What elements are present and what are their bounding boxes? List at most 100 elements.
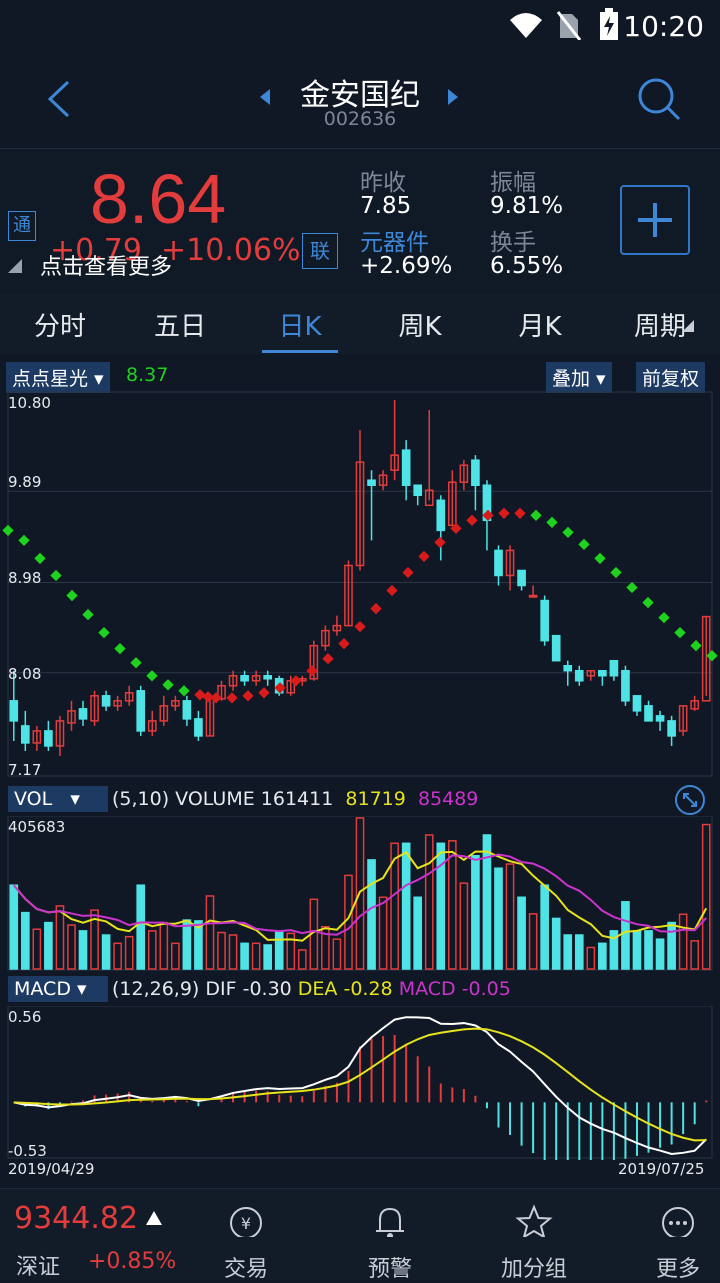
clock: 10:20	[623, 10, 704, 43]
volume-bar	[286, 932, 296, 970]
volume-legend: (5,10) VOLUME 161411 81719 85489	[112, 788, 479, 810]
volume-bar	[401, 842, 411, 970]
date-start: 2019/04/29	[8, 1160, 95, 1178]
volume-bar	[55, 905, 65, 970]
price-tick-4: 8.08	[8, 665, 42, 683]
volume-bar	[436, 842, 446, 970]
prev-close-label: 昨收	[360, 170, 406, 196]
volume-selector[interactable]: VOL ▾	[8, 786, 108, 812]
more-info-hint[interactable]: 点击查看更多	[40, 255, 173, 280]
sar-dot	[290, 675, 302, 687]
volume-bar	[355, 817, 365, 970]
macd-chart[interactable]	[0, 1006, 720, 1160]
sar-dot	[674, 626, 686, 639]
index-change: +0.85%	[88, 1249, 177, 1274]
candle-body	[598, 669, 607, 677]
sar-dot	[2, 524, 14, 537]
nav-add-group[interactable]: 加分组	[484, 1203, 584, 1283]
candle-body	[378, 474, 388, 486]
sector-label[interactable]: 元器件	[360, 230, 429, 256]
candlestick-chart[interactable]	[0, 388, 720, 780]
bell-icon	[376, 1207, 404, 1239]
lian-badge[interactable]: 联	[302, 233, 338, 269]
volume-bar	[159, 921, 169, 970]
quote-panel[interactable]: 8.64 通 +0.79 +10.06% 点击查看更多 联 昨收 7.85 元器…	[0, 148, 720, 291]
candle-body	[632, 695, 642, 712]
volume-bar	[101, 934, 111, 970]
candle-body	[436, 499, 446, 532]
volume-ma5-line	[13, 850, 708, 942]
next-stock-icon[interactable]	[446, 88, 460, 106]
search-icon[interactable]	[636, 76, 682, 122]
volume-bar	[471, 855, 480, 970]
volume-bar	[367, 859, 376, 970]
price-tick-2: 9.89	[8, 473, 42, 491]
candle-body	[136, 690, 146, 732]
date-end: 2019/07/25	[618, 1160, 705, 1178]
sar-dot	[466, 514, 478, 526]
prev-stock-icon[interactable]	[258, 88, 272, 106]
nav-more[interactable]: 更多	[628, 1203, 720, 1283]
overlay-button[interactable]: 叠加 ▾	[546, 362, 612, 393]
tab-five-day[interactable]: 五日	[153, 312, 206, 342]
macd-legend: (12,26,9) DIF -0.30 DEA -0.28 MACD -0.05	[112, 978, 511, 1000]
sar-dot	[114, 643, 126, 655]
volume-bar	[124, 935, 134, 970]
volume-bar	[113, 942, 122, 970]
volume-bar	[78, 930, 88, 970]
candle-body	[171, 700, 180, 707]
back-icon[interactable]	[44, 78, 74, 120]
stock-code: 002636	[323, 108, 397, 130]
volume-bar	[609, 930, 619, 970]
candle-body	[355, 461, 365, 567]
period-tabs: 分时 五日 日K 周K 月K 周期	[0, 294, 720, 354]
candle-body	[124, 692, 134, 702]
tab-period[interactable]: 周期	[633, 312, 686, 342]
amplitude-label: 振幅	[490, 170, 536, 196]
volume-bar	[147, 930, 157, 970]
macd-selector[interactable]: MACD ▾	[8, 976, 108, 1002]
tab-monthly-k[interactable]: 月K	[518, 312, 562, 342]
indicator-selector[interactable]: 点点星光 ▾	[6, 362, 110, 393]
volume-bar	[482, 834, 492, 970]
candle-body	[551, 634, 561, 662]
candle-body	[609, 659, 619, 677]
dea-line	[13, 1027, 707, 1142]
tab-daily-k[interactable]: 日K	[278, 312, 322, 342]
sar-dot	[338, 638, 350, 650]
index-value[interactable]: 9344.82	[14, 1201, 139, 1236]
volume-bar	[136, 884, 146, 970]
volume-bar	[563, 934, 573, 970]
volume-bar	[263, 944, 272, 970]
sar-dot	[578, 538, 590, 551]
add-watchlist-button[interactable]	[620, 185, 690, 255]
sar-dot	[18, 534, 30, 547]
amplitude-value: 9.81%	[490, 193, 564, 219]
volume-bar	[251, 942, 261, 970]
candle-body	[332, 624, 342, 632]
tab-intraday[interactable]: 分时	[33, 312, 86, 342]
tong-badge[interactable]: 通	[8, 211, 36, 241]
yen-exchange-icon: ¥	[230, 1207, 262, 1239]
nav-trade[interactable]: ¥ 交易	[196, 1203, 296, 1283]
volume-bar	[517, 896, 526, 970]
sar-dot	[370, 602, 382, 615]
volume-bar	[586, 946, 596, 970]
volume-bar	[459, 882, 469, 970]
volume-label: VOL	[14, 788, 53, 810]
expand-icon[interactable]	[674, 784, 706, 816]
volume-chart[interactable]	[0, 816, 720, 972]
sar-dot	[274, 682, 286, 694]
adjust-button[interactable]: 前复权	[636, 362, 706, 393]
candle-body	[263, 675, 272, 680]
candle-body	[505, 549, 515, 577]
tab-weekly-k[interactable]: 周K	[398, 312, 442, 342]
volume-bar	[667, 921, 676, 970]
nav-alert[interactable]: 预警	[340, 1203, 440, 1283]
sar-dot	[530, 509, 542, 521]
volume-bar	[528, 913, 538, 970]
macd-bottom-label: -0.53	[8, 1142, 47, 1160]
sar-dot	[690, 640, 702, 652]
sar-dot	[178, 685, 190, 697]
volume-bar	[678, 913, 688, 970]
